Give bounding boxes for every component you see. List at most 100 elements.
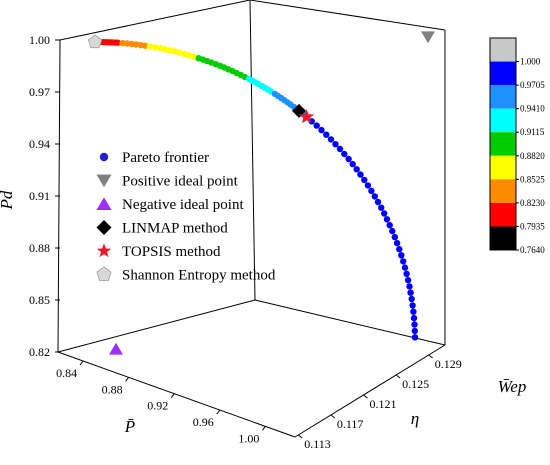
legend-marker [99,152,109,162]
frontier-point [353,166,360,173]
pd-tick-label: 0.88 [29,241,50,255]
frontier-point [381,210,388,217]
shannon-entropy-point [87,34,103,49]
frontier-point [146,43,154,50]
pd-axis-title: P̄d [0,190,16,210]
pd-tick-label: 0.97 [29,85,50,99]
colorbar-tick-label: 0.9705 [520,80,545,90]
front-vertical-edge [249,0,256,301]
frontier-point [409,302,416,309]
frontier-point [398,252,405,259]
pd-tick-label: 0.91 [29,189,50,203]
p-axis: 0.84 0.88 0.92 0.96 1.00 [56,360,266,445]
legend-label: Pareto frontier [122,150,209,166]
colorbar-tick-label: 0.8230 [520,198,545,208]
frontier-point [401,264,409,271]
legend-label: LINMAP method [122,221,228,237]
p-tick-label: 0.88 [102,382,123,396]
frontier-point [357,171,364,178]
colorbar-tick-label: 1.000 [520,57,541,67]
frontier-point [386,222,393,229]
legend-marker [96,174,112,188]
frontier-point [374,198,382,206]
frontier-point [171,48,178,55]
p-tick-mark [170,393,175,398]
frontier-point [378,204,385,211]
frontier-point [389,227,396,235]
frontier-point [411,321,418,328]
frontier-point [190,53,198,60]
colorbar-border [489,37,517,251]
legend-marker [96,243,112,258]
colorbar-swatch [490,85,516,109]
frontier-point [408,295,415,303]
colorbar-swatch [490,179,516,203]
frontier-point [410,314,418,322]
top-left-edge [59,0,251,41]
frontier-point [391,233,398,241]
colorbar-tick-label: 0.7935 [520,221,545,231]
pd-tick-label: 0.82 [29,345,50,359]
legend: Pareto frontier Positive ideal point Negat… [96,150,276,284]
pd-tick-label: 0.85 [29,293,50,307]
frontier-point [406,283,413,290]
frontier-point [400,258,407,265]
p-tick-mark [216,409,221,415]
frontier-point [185,52,193,59]
pareto-frontier-points [94,38,419,341]
p-tick-mark [79,360,84,366]
colorbar-swatch [490,132,516,156]
box-frame [57,0,446,438]
colorbar-swatch [490,38,516,62]
pd-tick-label: 1.00 [29,33,50,47]
eta-tick-mark [395,374,401,379]
p-axis-line [57,351,296,438]
colorbar: 1.000 0.9705 0.9410 0.9115 0.8820 0.8525 0.823… [489,37,545,255]
colorbar-tick-label: 0.8820 [520,151,545,161]
frontier-point [371,193,378,200]
eta-axis-title: η [411,409,419,428]
frontier-point [383,216,391,223]
special-points [87,31,435,355]
colorbar-swatch [490,155,516,180]
frontier-point [411,334,419,341]
colorbar-tick-label: 0.9115 [520,127,545,137]
colorbar-title: W̄ep [498,377,527,396]
frontier-point [410,308,417,315]
colorbar-swatch [490,202,516,227]
legend-marker [96,266,112,281]
legend-label: Positive ideal point [122,174,239,190]
legend-marker [96,197,112,210]
frontier-point [336,145,344,153]
eta-tick-mark [330,414,336,419]
frontier-point [349,160,356,168]
p-tick-label: 1.00 [238,431,259,445]
eta-axis-line [294,344,446,438]
legend-label: Negative ideal point [122,197,244,213]
p-tick-label: 0.96 [193,415,214,429]
eta-axis: 0.113 0.117 0.121 0.125 0.129 [297,354,462,451]
frontier-point [345,155,352,163]
frontier-point [411,327,418,335]
frontier-point [151,44,159,51]
frontier-point [318,126,325,134]
colorbar-tick-label: 0.7640 [520,245,545,255]
eta-tick-label: 0.117 [337,417,364,431]
colorbar-tick-label: 0.9410 [520,104,545,114]
frontier-point [403,270,410,277]
frontier-point [396,246,403,253]
top-right-edge [249,0,446,31]
eta-tick-label: 0.129 [435,357,462,371]
p-tick-label: 0.84 [56,366,77,380]
p-tick-mark [261,426,266,431]
frontier-point [141,42,149,49]
eta-tick-label: 0.113 [304,437,331,451]
frontier-point [156,45,164,52]
frontier-point [114,39,121,46]
negative-ideal-point [109,342,123,355]
p-tick-mark [125,377,130,382]
legend-label: TOPSIS method [122,244,221,260]
eta-tick-mark [297,434,303,439]
